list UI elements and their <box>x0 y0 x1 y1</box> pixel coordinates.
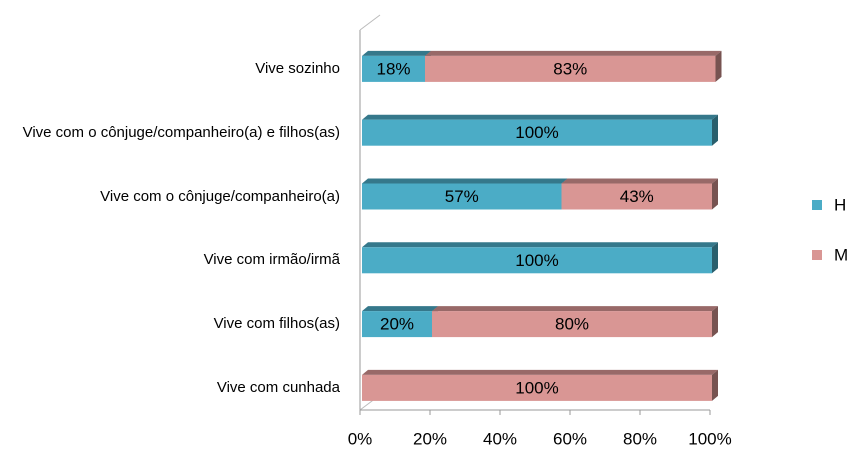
bar-top <box>432 306 718 312</box>
category-label: Vive com o cônjuge/companheiro(a) <box>0 186 340 208</box>
category-text: Vive com o cônjuge/companheiro(a) e filh… <box>22 123 340 141</box>
bar-top <box>362 306 438 312</box>
bar-top <box>561 178 718 184</box>
legend-label: M <box>834 245 848 264</box>
bar <box>425 55 716 82</box>
bar <box>432 311 712 338</box>
bar <box>362 119 712 146</box>
value-label: 43% <box>620 187 654 206</box>
x-tick-label: 40% <box>483 429 517 448</box>
bar <box>362 374 712 401</box>
bar-top <box>362 50 431 56</box>
x-tick-label: 60% <box>553 429 587 448</box>
bar <box>362 55 425 82</box>
bar-side <box>715 50 722 82</box>
bar <box>362 311 432 338</box>
category-label: Vive sozinho <box>0 58 340 80</box>
bar-side <box>712 369 718 401</box>
bar-top <box>362 114 718 120</box>
bar-side <box>712 242 718 274</box>
value-label: 100% <box>515 123 558 142</box>
category-text: Vive com cunhada <box>216 378 340 396</box>
axis-depth <box>359 14 381 31</box>
category-text: Vive com o cônjuge/companheiro(a) <box>100 187 340 205</box>
bar-side <box>712 114 718 146</box>
value-label: 18% <box>376 59 410 78</box>
x-tick-label: 20% <box>413 429 447 448</box>
bar-top <box>362 369 718 375</box>
bar <box>362 183 562 210</box>
bar <box>362 247 712 274</box>
category-text: Vive com irmão/irmã <box>203 251 340 269</box>
category-label: Vive com cunhada <box>0 377 340 399</box>
bar-top <box>425 50 722 56</box>
bar-side <box>712 306 718 338</box>
x-tick-label: 80% <box>623 429 657 448</box>
value-label: 80% <box>555 315 589 334</box>
legend-swatch <box>812 250 822 260</box>
value-label: 100% <box>515 378 558 397</box>
bar-top <box>362 242 718 248</box>
bar <box>561 183 712 210</box>
value-label: 57% <box>445 187 479 206</box>
x-tick-label: 0% <box>348 429 373 448</box>
category-label: Vive com o cônjuge/companheiro(a) e filh… <box>0 122 340 144</box>
legend-label: H <box>834 195 846 214</box>
category-label: Vive com filhos(as) <box>0 313 340 335</box>
category-label: Vive com irmão/irmã <box>0 249 340 271</box>
category-text: Vive sozinho <box>255 59 340 77</box>
value-label: 100% <box>515 251 558 270</box>
value-label: 20% <box>380 315 414 334</box>
legend-swatch <box>812 200 822 210</box>
value-label: 83% <box>553 59 587 78</box>
bar-top <box>362 178 568 184</box>
x-tick-label: 100% <box>688 429 731 448</box>
bar-side <box>712 178 718 210</box>
category-text: Vive com filhos(as) <box>213 315 340 333</box>
